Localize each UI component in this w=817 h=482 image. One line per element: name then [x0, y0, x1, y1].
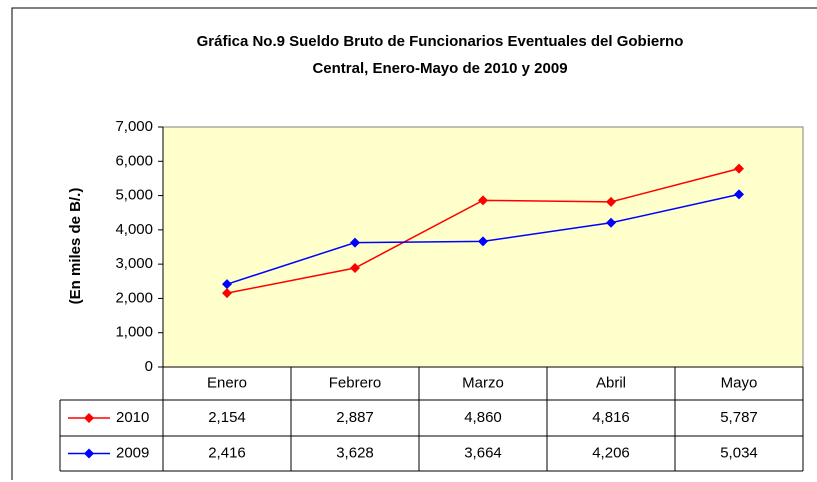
value-label: 5,787 — [720, 409, 758, 426]
marker — [478, 195, 488, 206]
y-tick-label: 7,000 — [115, 118, 153, 135]
y-tick-label: 3,000 — [115, 255, 153, 272]
value-label: 2,416 — [208, 444, 246, 461]
value-label: 4,816 — [592, 409, 630, 426]
marker — [734, 163, 744, 174]
marker — [222, 288, 232, 299]
marker — [606, 217, 616, 228]
value-label: 2,887 — [336, 409, 374, 426]
marker — [606, 196, 616, 207]
marker — [350, 237, 360, 248]
legend-label: 2009 — [116, 444, 149, 461]
value-label: 5,034 — [720, 444, 758, 461]
y-tick-label: 6,000 — [115, 152, 153, 169]
y-tick-label: 2,000 — [115, 289, 153, 306]
value-label: 3,664 — [464, 444, 502, 461]
y-tick-label: 4,000 — [115, 221, 153, 238]
legend-marker — [84, 448, 94, 459]
marker — [222, 279, 232, 290]
value-label: 4,206 — [592, 444, 630, 461]
y-axis-label: (En miles de B/.) — [67, 188, 84, 305]
value-label: 4,860 — [464, 409, 502, 426]
y-tick-label: 0 — [145, 358, 153, 375]
chart-border — [11, 7, 817, 480]
legend-marker — [84, 413, 94, 423]
legend-label: 2010 — [116, 409, 149, 426]
y-tick-label: 5,000 — [115, 187, 153, 204]
value-label: 3,628 — [336, 444, 374, 461]
y-tick-label: 1,000 — [115, 324, 153, 341]
chart-title: Gráfica No.9 Sueldo Bruto de Funcionario… — [197, 33, 684, 50]
x-tick-label: Abril — [596, 374, 626, 391]
marker — [734, 189, 744, 200]
x-tick-label: Marzo — [462, 374, 504, 391]
x-tick-label: Febrero — [329, 374, 382, 391]
plot-area — [162, 126, 804, 368]
marker — [350, 263, 360, 274]
chart-subtitle: Central, Enero-Mayo de 2010 y 2009 — [312, 60, 567, 77]
value-label: 2,154 — [208, 409, 246, 426]
x-tick-label: Mayo — [721, 374, 758, 391]
x-tick-label: Enero — [207, 374, 247, 391]
marker — [478, 236, 488, 247]
